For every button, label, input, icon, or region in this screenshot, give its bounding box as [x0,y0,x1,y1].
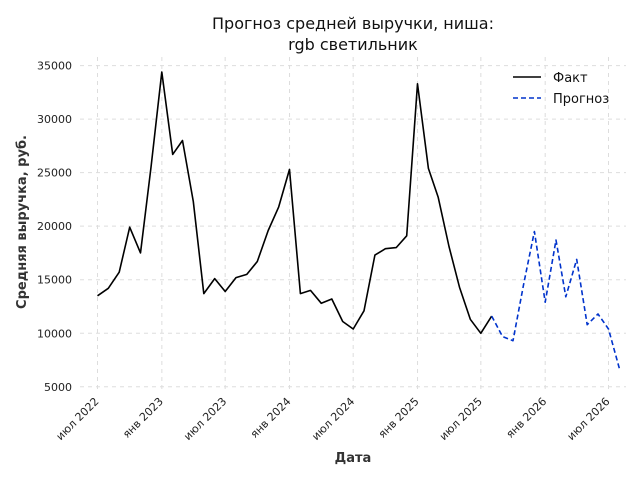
y-tick-label: 35000 [37,60,72,73]
y-tick-label: 15000 [37,274,72,287]
x-tick-label: янв 2026 [504,395,550,441]
series-line-fact [97,71,493,335]
x-tick-label: июл 2025 [437,395,485,443]
x-tick-label: янв 2023 [120,395,166,441]
y-tick-label: 30000 [37,113,72,126]
legend-label-forecast: Прогноз [553,92,609,107]
chart-title-line-1: Прогноз средней выручки, ниша: [212,14,494,33]
x-tick-label: июл 2022 [54,395,102,443]
x-tick-label: июл 2026 [565,395,613,443]
x-axis-label: Дата [335,451,372,466]
y-tick-label: 10000 [37,327,72,340]
x-tick-label: янв 2025 [376,395,422,441]
x-tick-label: июл 2023 [181,395,229,443]
x-tick-label: июл 2024 [309,395,357,443]
chart-title-line-2: rgb светильник [288,35,418,54]
series-line-forecast [490,230,621,369]
grid-layer [80,57,626,390]
legend-label-fact: Факт [553,71,588,86]
legend: Факт Прогноз [513,71,609,107]
x-tick-label: янв 2024 [248,395,294,441]
series-layer [97,71,621,369]
y-tick-label: 20000 [37,220,72,233]
y-tick-label: 25000 [37,167,72,180]
y-tick-label: 5000 [44,381,72,394]
y-axis-label: Средняя выручка, руб. [15,135,30,309]
